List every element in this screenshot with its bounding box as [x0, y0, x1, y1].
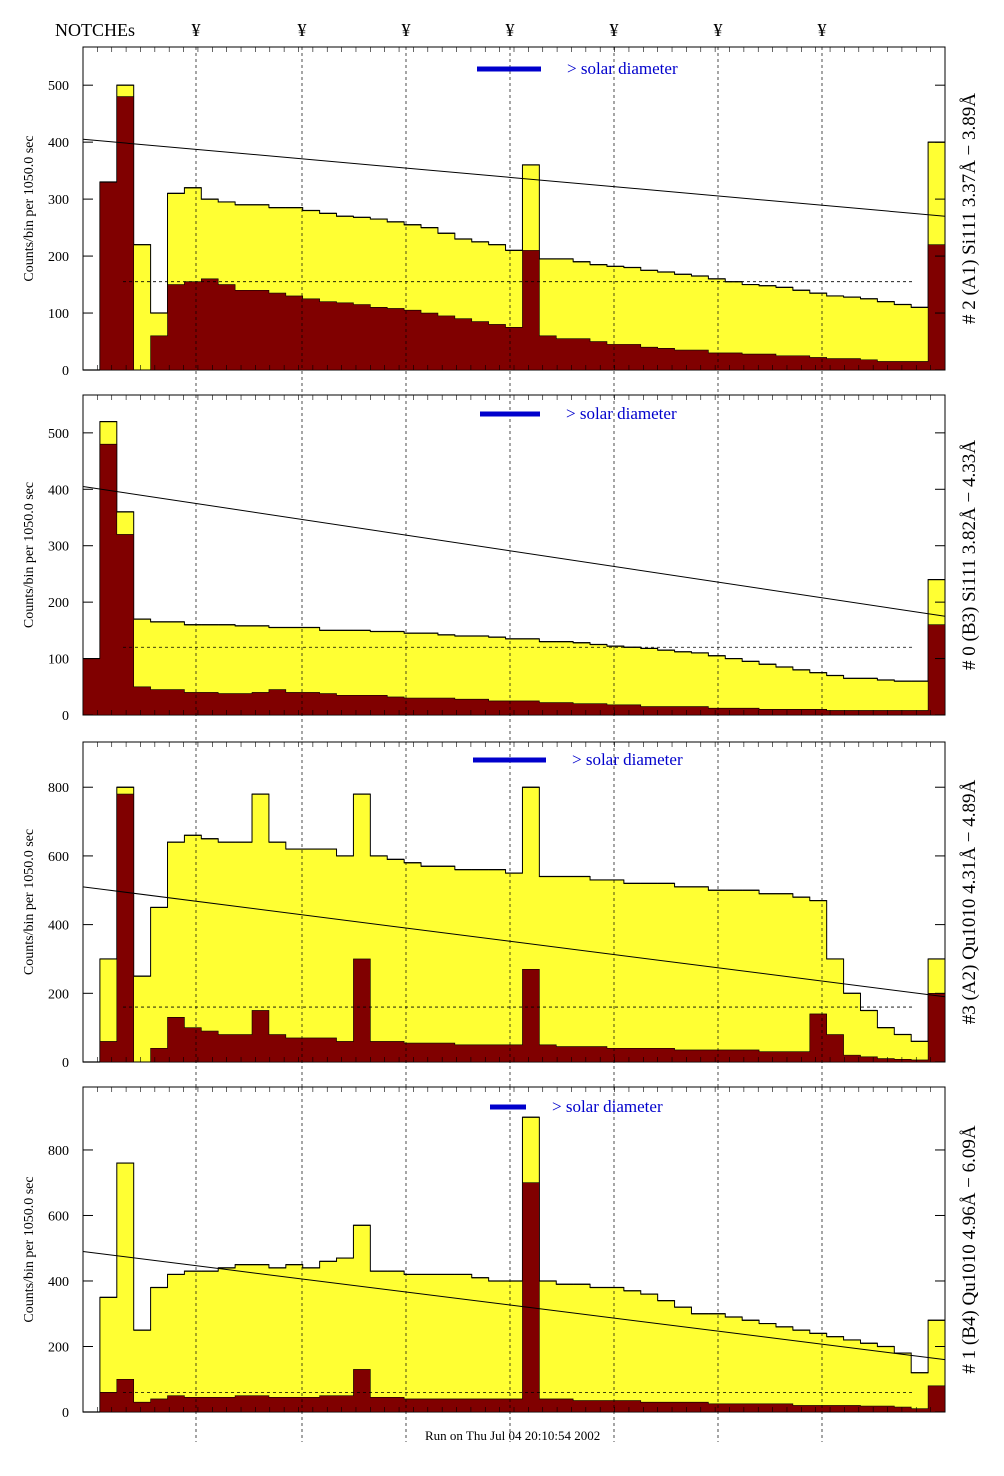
y-tick-label: 400 — [48, 136, 69, 151]
y-tick-label: 0 — [62, 1406, 69, 1421]
reference-line — [82, 485, 946, 617]
y-tick-label: 200 — [48, 987, 69, 1002]
y-tick-label: 600 — [48, 1209, 69, 1224]
notch-marker-3: ¥ — [402, 20, 411, 40]
chart-panel-1: 0 100 200 300 400 500 Counts/bin per 1050.0 se… — [22, 46, 980, 400]
y-tick-label: 0 — [62, 364, 69, 379]
legend-label: > solar diameter — [552, 1097, 663, 1116]
y-tick-label: 300 — [48, 193, 69, 208]
subset-counts-series — [83, 1182, 946, 1413]
notch-marker-1: ¥ — [192, 20, 201, 40]
legend-label: > solar diameter — [566, 404, 677, 423]
y-tick-label: 200 — [48, 1340, 69, 1355]
notch-marker-6: ¥ — [714, 20, 723, 40]
reference-line — [82, 1251, 946, 1361]
legend-label: > solar diameter — [567, 59, 678, 78]
chart-panel-2: 0 100 200 300 400 500 Counts/bin per 1050.0 se… — [22, 394, 980, 745]
reference-line — [82, 886, 946, 998]
subset-counts-series — [83, 96, 946, 371]
notch-marker-4: ¥ — [506, 20, 515, 40]
y-tick-label: 400 — [48, 483, 69, 498]
y-tick-label: 300 — [48, 540, 69, 555]
subset-counts-series — [83, 793, 946, 1063]
notch-marker-7: ¥ — [818, 20, 827, 40]
y-axis-label: Counts/bin per 1050.0 sec — [22, 135, 37, 281]
panel-title: # 2 (A1) Si111 3.37Å − 3.89Å — [959, 93, 980, 324]
y-tick-label: 400 — [48, 1275, 69, 1290]
y-axis-label: Counts/bin per 1050.0 sec — [22, 829, 37, 975]
y-tick-label: 500 — [48, 427, 69, 442]
reference-line — [82, 138, 946, 217]
y-tick-label: 200 — [48, 596, 69, 611]
y-tick-label: 0 — [62, 1056, 69, 1071]
panel-title: # 0 (B3) Si111 3.82Å − 4.33Å — [959, 440, 980, 670]
chart-panel-4: 0 200 400 600 800 Counts/bin per 1050.0 sec # … — [22, 1086, 980, 1442]
y-tick-label: 100 — [48, 307, 69, 322]
notches-label: NOTCHEs — [55, 20, 135, 40]
subset-counts-series — [82, 443, 946, 716]
y-tick-label: 0 — [62, 709, 69, 724]
panel-title: # 1 (B4) Qu1010 4.96Å − 6.09Å — [959, 1125, 980, 1373]
notch-marker-2: ¥ — [298, 20, 307, 40]
panel-title: #3 (A2) Qu1010 4.31Å − 4.89Å — [959, 779, 980, 1024]
y-tick-label: 200 — [48, 250, 69, 265]
y-tick-label: 500 — [48, 79, 69, 94]
y-tick-label: 600 — [48, 850, 69, 865]
chart-panel-3: 0 200 400 600 800 Counts/bin per 1050.0 sec #3… — [22, 741, 980, 1092]
y-tick-label: 400 — [48, 919, 69, 934]
legend-label: > solar diameter — [572, 750, 683, 769]
y-axis-label: Counts/bin per 1050.0 sec — [22, 482, 37, 628]
y-tick-label: 100 — [48, 653, 69, 668]
run-timestamp: Run on Thu Jul 04 20:10:54 2002 — [425, 1428, 601, 1443]
notch-marker-5: ¥ — [610, 20, 619, 40]
y-axis-label: Counts/bin per 1050.0 sec — [22, 1176, 37, 1322]
y-tick-label: 800 — [48, 781, 69, 796]
y-tick-label: 800 — [48, 1144, 69, 1159]
